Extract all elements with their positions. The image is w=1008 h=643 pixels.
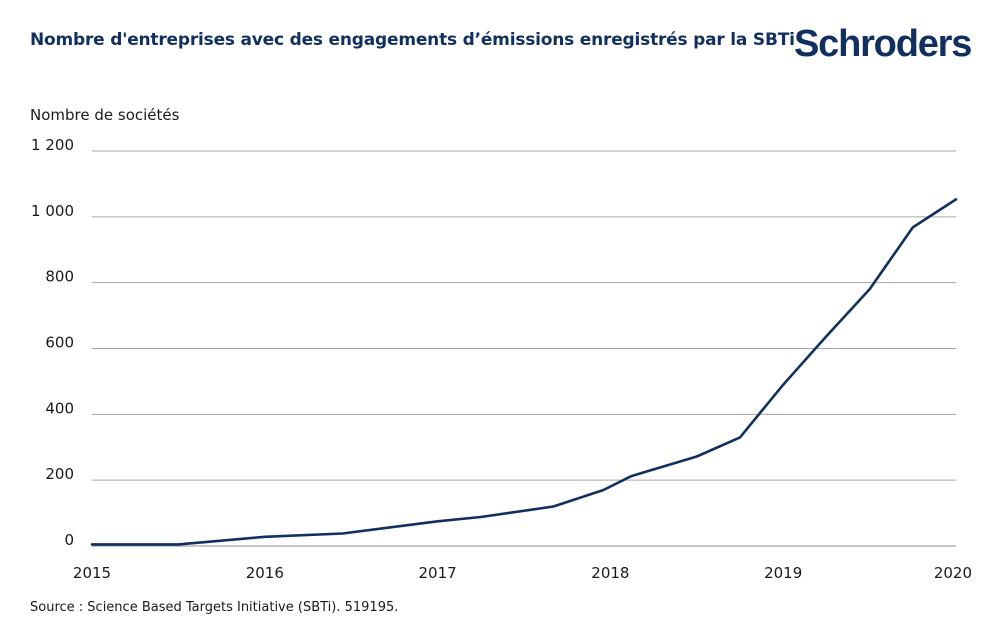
chart-title: Nombre d'entreprises avec des engagement… <box>30 30 795 50</box>
x-tick-label: 2018 <box>591 564 629 582</box>
gridlines <box>92 150 956 547</box>
y-tick-label: 0 <box>64 531 74 549</box>
x-tick-labels: 2015 2016 2017 2018 2019 2020 <box>73 564 972 582</box>
source-note: Source : Science Based Targets Initiativ… <box>30 600 399 615</box>
y-tick-label: 1 000 <box>31 202 74 220</box>
y-tick-label: 200 <box>45 465 74 483</box>
series-line <box>90 198 958 546</box>
y-tick-label: 800 <box>45 268 74 286</box>
x-tick-label: 2020 <box>934 564 972 582</box>
schroders-logo: Schroders <box>794 23 972 65</box>
y-tick-label: 600 <box>45 334 74 352</box>
x-tick-label: 2015 <box>73 564 111 582</box>
y-tick-label: 400 <box>45 399 74 417</box>
x-tick-label: 2019 <box>764 564 802 582</box>
y-axis-label: Nombre de sociétés <box>30 106 180 124</box>
y-tick-label: 1 200 <box>31 136 74 154</box>
x-tick-label: 2016 <box>246 564 284 582</box>
series-layer <box>90 198 958 546</box>
x-tick-label: 2017 <box>419 564 457 582</box>
y-tick-labels: 0 200 400 600 800 1 000 1 200 <box>31 136 74 549</box>
